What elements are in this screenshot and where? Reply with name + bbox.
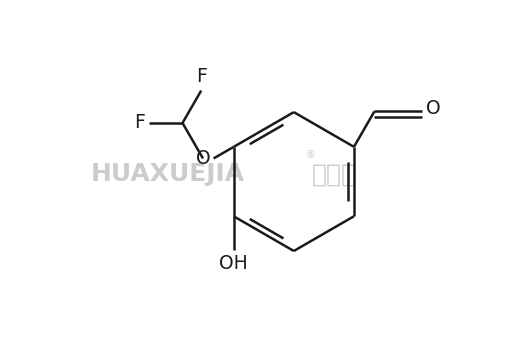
Text: O: O <box>426 99 440 118</box>
Text: HUAXUEJIA: HUAXUEJIA <box>91 162 245 187</box>
Text: OH: OH <box>219 253 248 273</box>
Text: F: F <box>196 67 206 86</box>
Text: O: O <box>196 149 211 168</box>
Text: F: F <box>135 114 146 132</box>
Text: ®: ® <box>305 150 315 160</box>
Text: 化学加: 化学加 <box>311 162 357 187</box>
